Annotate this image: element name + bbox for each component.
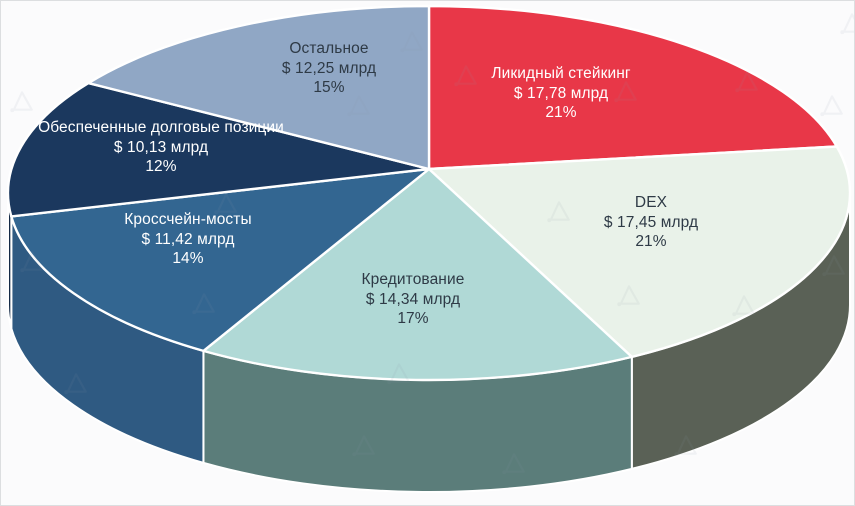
pie-slice-cdp — [6, 81, 431, 218]
pie-slice-crosschain-bridges — [10, 167, 431, 353]
pie-slice-liquid-staking — [427, 4, 838, 171]
pie-slice-lending — [202, 167, 634, 382]
pie-slice-other — [87, 4, 431, 171]
